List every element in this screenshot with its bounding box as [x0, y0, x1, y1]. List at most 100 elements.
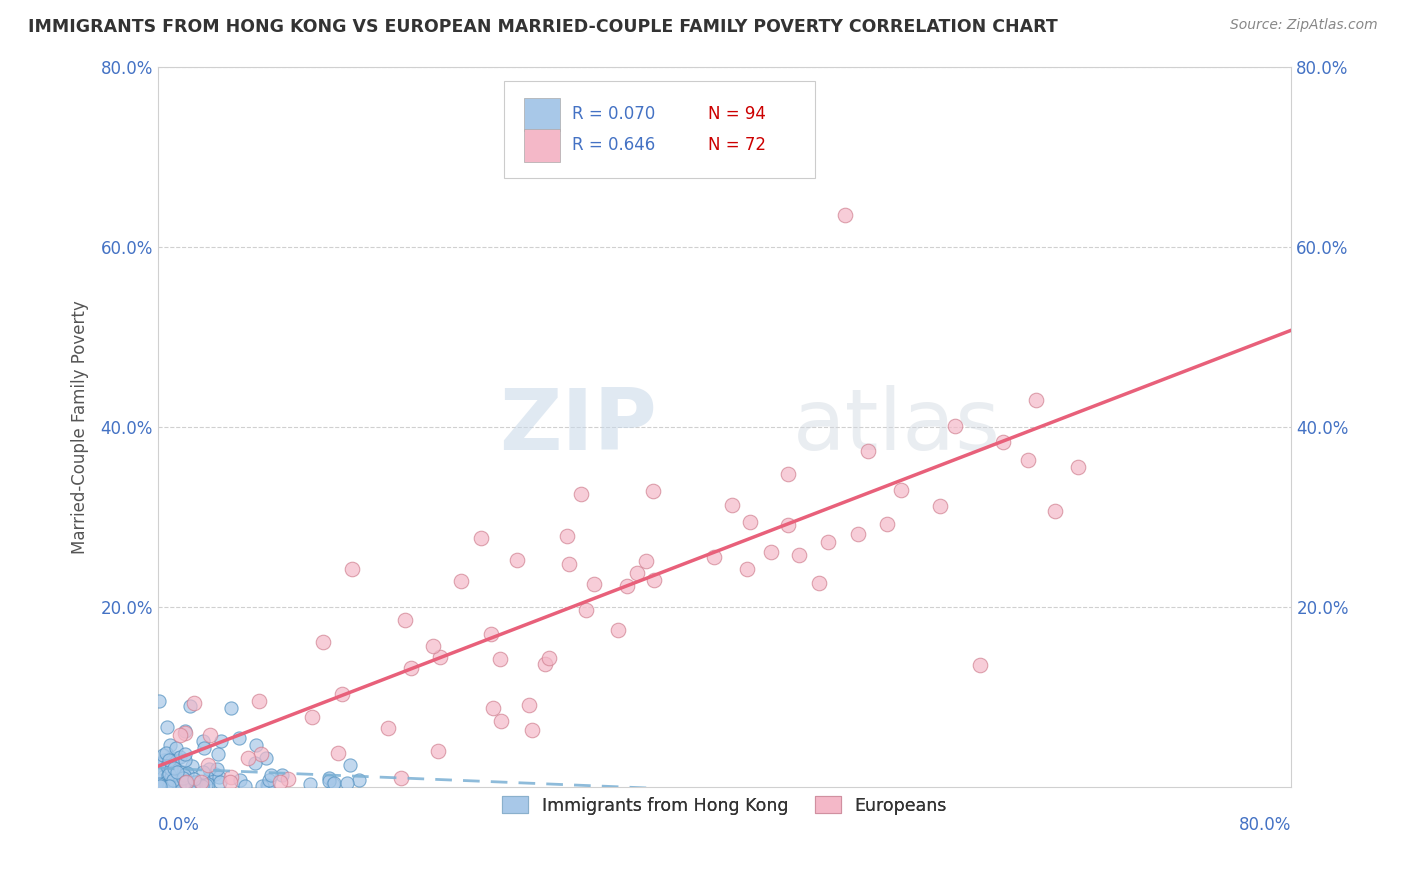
- Point: [394, 613, 416, 627]
- Point: [172, 771, 194, 785]
- Text: R = 0.646: R = 0.646: [571, 136, 655, 154]
- Point: [152, 778, 174, 792]
- Point: [336, 776, 359, 790]
- Point: [834, 208, 856, 222]
- Point: [890, 483, 912, 497]
- Point: [299, 777, 322, 791]
- Point: [703, 549, 725, 564]
- Point: [450, 574, 472, 588]
- Point: [162, 772, 184, 787]
- Point: [153, 779, 176, 793]
- Point: [148, 777, 170, 791]
- Point: [191, 764, 214, 779]
- Point: [169, 749, 191, 764]
- Point: [186, 774, 208, 789]
- Point: [322, 776, 344, 790]
- Point: [735, 562, 758, 576]
- Point: [311, 634, 333, 648]
- Point: [148, 756, 170, 771]
- Text: 80.0%: 80.0%: [1239, 816, 1292, 834]
- Point: [160, 779, 183, 793]
- Point: [634, 554, 657, 568]
- Point: [176, 766, 198, 780]
- Point: [153, 776, 176, 790]
- Point: [207, 747, 229, 761]
- Text: R = 0.070: R = 0.070: [571, 105, 655, 123]
- Point: [347, 772, 370, 787]
- Point: [389, 771, 412, 785]
- Point: [249, 747, 271, 761]
- Point: [846, 527, 869, 541]
- Point: [252, 779, 274, 793]
- Point: [254, 751, 277, 765]
- Point: [152, 770, 174, 784]
- Text: 0.0%: 0.0%: [157, 816, 200, 834]
- Point: [787, 548, 810, 562]
- Point: [208, 770, 231, 784]
- Point: [422, 639, 444, 653]
- Point: [339, 758, 361, 772]
- Point: [162, 779, 184, 793]
- Point: [256, 778, 278, 792]
- Point: [1066, 459, 1088, 474]
- Point: [156, 759, 179, 773]
- Point: [1025, 392, 1047, 407]
- Point: [198, 728, 221, 742]
- Point: [557, 557, 579, 571]
- Point: [377, 721, 399, 735]
- Point: [211, 734, 233, 748]
- Point: [159, 738, 181, 752]
- Point: [277, 772, 299, 787]
- Point: [778, 517, 800, 532]
- Point: [173, 768, 195, 782]
- Point: [163, 775, 186, 789]
- Point: [155, 746, 177, 760]
- Point: [236, 751, 259, 765]
- Point: [173, 753, 195, 767]
- Point: [174, 774, 197, 789]
- Point: [506, 552, 529, 566]
- Point: [177, 777, 200, 791]
- Point: [427, 744, 450, 758]
- Point: [167, 779, 190, 793]
- Point: [160, 754, 183, 768]
- Point: [156, 752, 179, 766]
- Text: IMMIGRANTS FROM HONG KONG VS EUROPEAN MARRIED-COUPLE FAMILY POVERTY CORRELATION : IMMIGRANTS FROM HONG KONG VS EUROPEAN MA…: [28, 18, 1057, 36]
- Point: [183, 772, 205, 787]
- Point: [162, 761, 184, 775]
- Point: [470, 532, 492, 546]
- Point: [943, 419, 966, 434]
- Point: [569, 486, 592, 500]
- Point: [1017, 453, 1039, 467]
- Point: [165, 741, 187, 756]
- Point: [533, 657, 555, 672]
- Point: [181, 759, 204, 773]
- Point: [256, 779, 278, 793]
- Point: [197, 777, 219, 791]
- Point: [170, 777, 193, 791]
- Text: atlas: atlas: [793, 385, 1001, 468]
- Point: [166, 765, 188, 780]
- Point: [235, 779, 257, 793]
- Point: [148, 764, 170, 779]
- Point: [174, 775, 197, 789]
- Point: [163, 763, 186, 777]
- Point: [173, 725, 195, 739]
- Point: [928, 499, 950, 513]
- Point: [156, 720, 179, 734]
- Point: [193, 740, 215, 755]
- Text: N = 72: N = 72: [707, 136, 766, 154]
- Point: [641, 484, 664, 499]
- Point: [245, 738, 267, 752]
- Point: [170, 765, 193, 780]
- Point: [759, 545, 782, 559]
- Point: [197, 757, 219, 772]
- Point: [219, 700, 242, 714]
- Point: [219, 771, 242, 785]
- Point: [228, 773, 250, 788]
- Y-axis label: Married-Couple Family Poverty: Married-Couple Family Poverty: [72, 300, 89, 554]
- Point: [856, 443, 879, 458]
- Point: [991, 434, 1014, 449]
- Point: [149, 779, 172, 793]
- Point: [166, 751, 188, 765]
